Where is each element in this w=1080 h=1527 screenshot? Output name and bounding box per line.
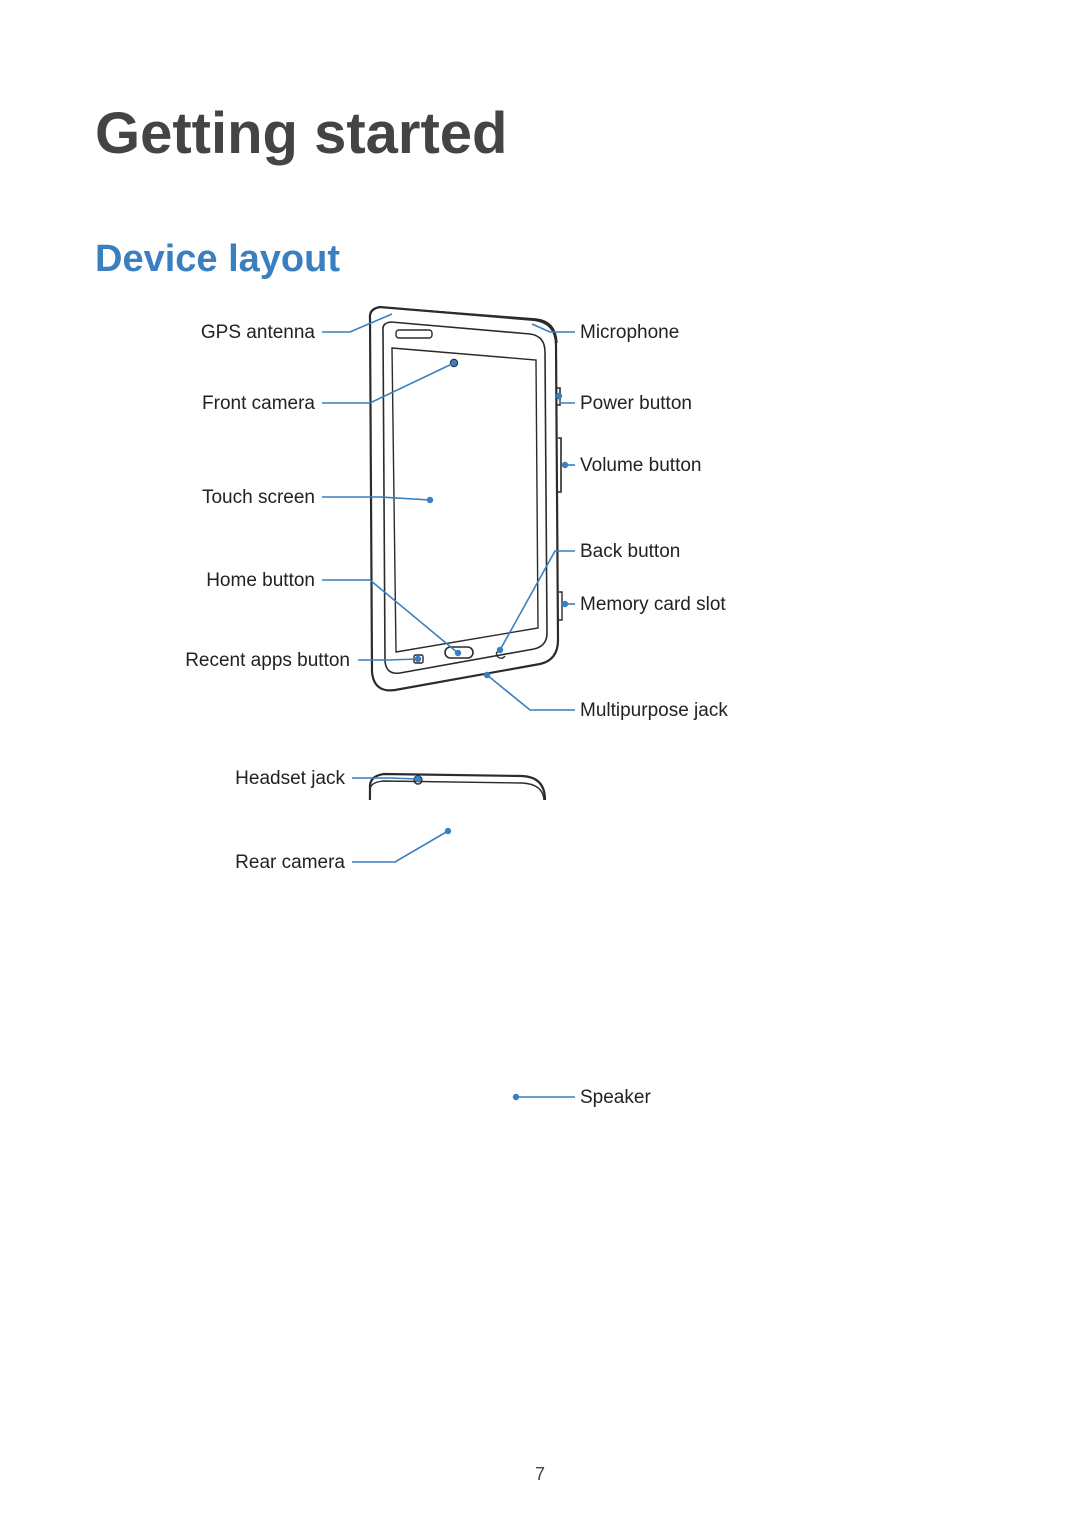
label-rear-camera: Rear camera bbox=[235, 852, 345, 874]
page-number: 7 bbox=[0, 1464, 1080, 1485]
label-touch-screen: Touch screen bbox=[202, 487, 315, 509]
label-microphone: Microphone bbox=[580, 322, 679, 344]
label-memory-card-slot: Memory card slot bbox=[580, 594, 726, 616]
label-gps-antenna: GPS antenna bbox=[201, 322, 315, 344]
label-recent-apps-button: Recent apps button bbox=[185, 650, 350, 672]
label-power-button: Power button bbox=[580, 393, 692, 415]
manual-page: Getting started Device layout bbox=[0, 0, 1080, 1527]
label-front-camera: Front camera bbox=[202, 393, 315, 415]
label-volume-button: Volume button bbox=[580, 455, 701, 477]
label-home-button: Home button bbox=[206, 570, 315, 592]
leader-lines bbox=[0, 0, 1080, 1527]
label-multipurpose-jack: Multipurpose jack bbox=[580, 700, 728, 722]
label-headset-jack: Headset jack bbox=[235, 768, 345, 790]
label-back-button: Back button bbox=[580, 541, 680, 563]
label-speaker: Speaker bbox=[580, 1087, 651, 1109]
